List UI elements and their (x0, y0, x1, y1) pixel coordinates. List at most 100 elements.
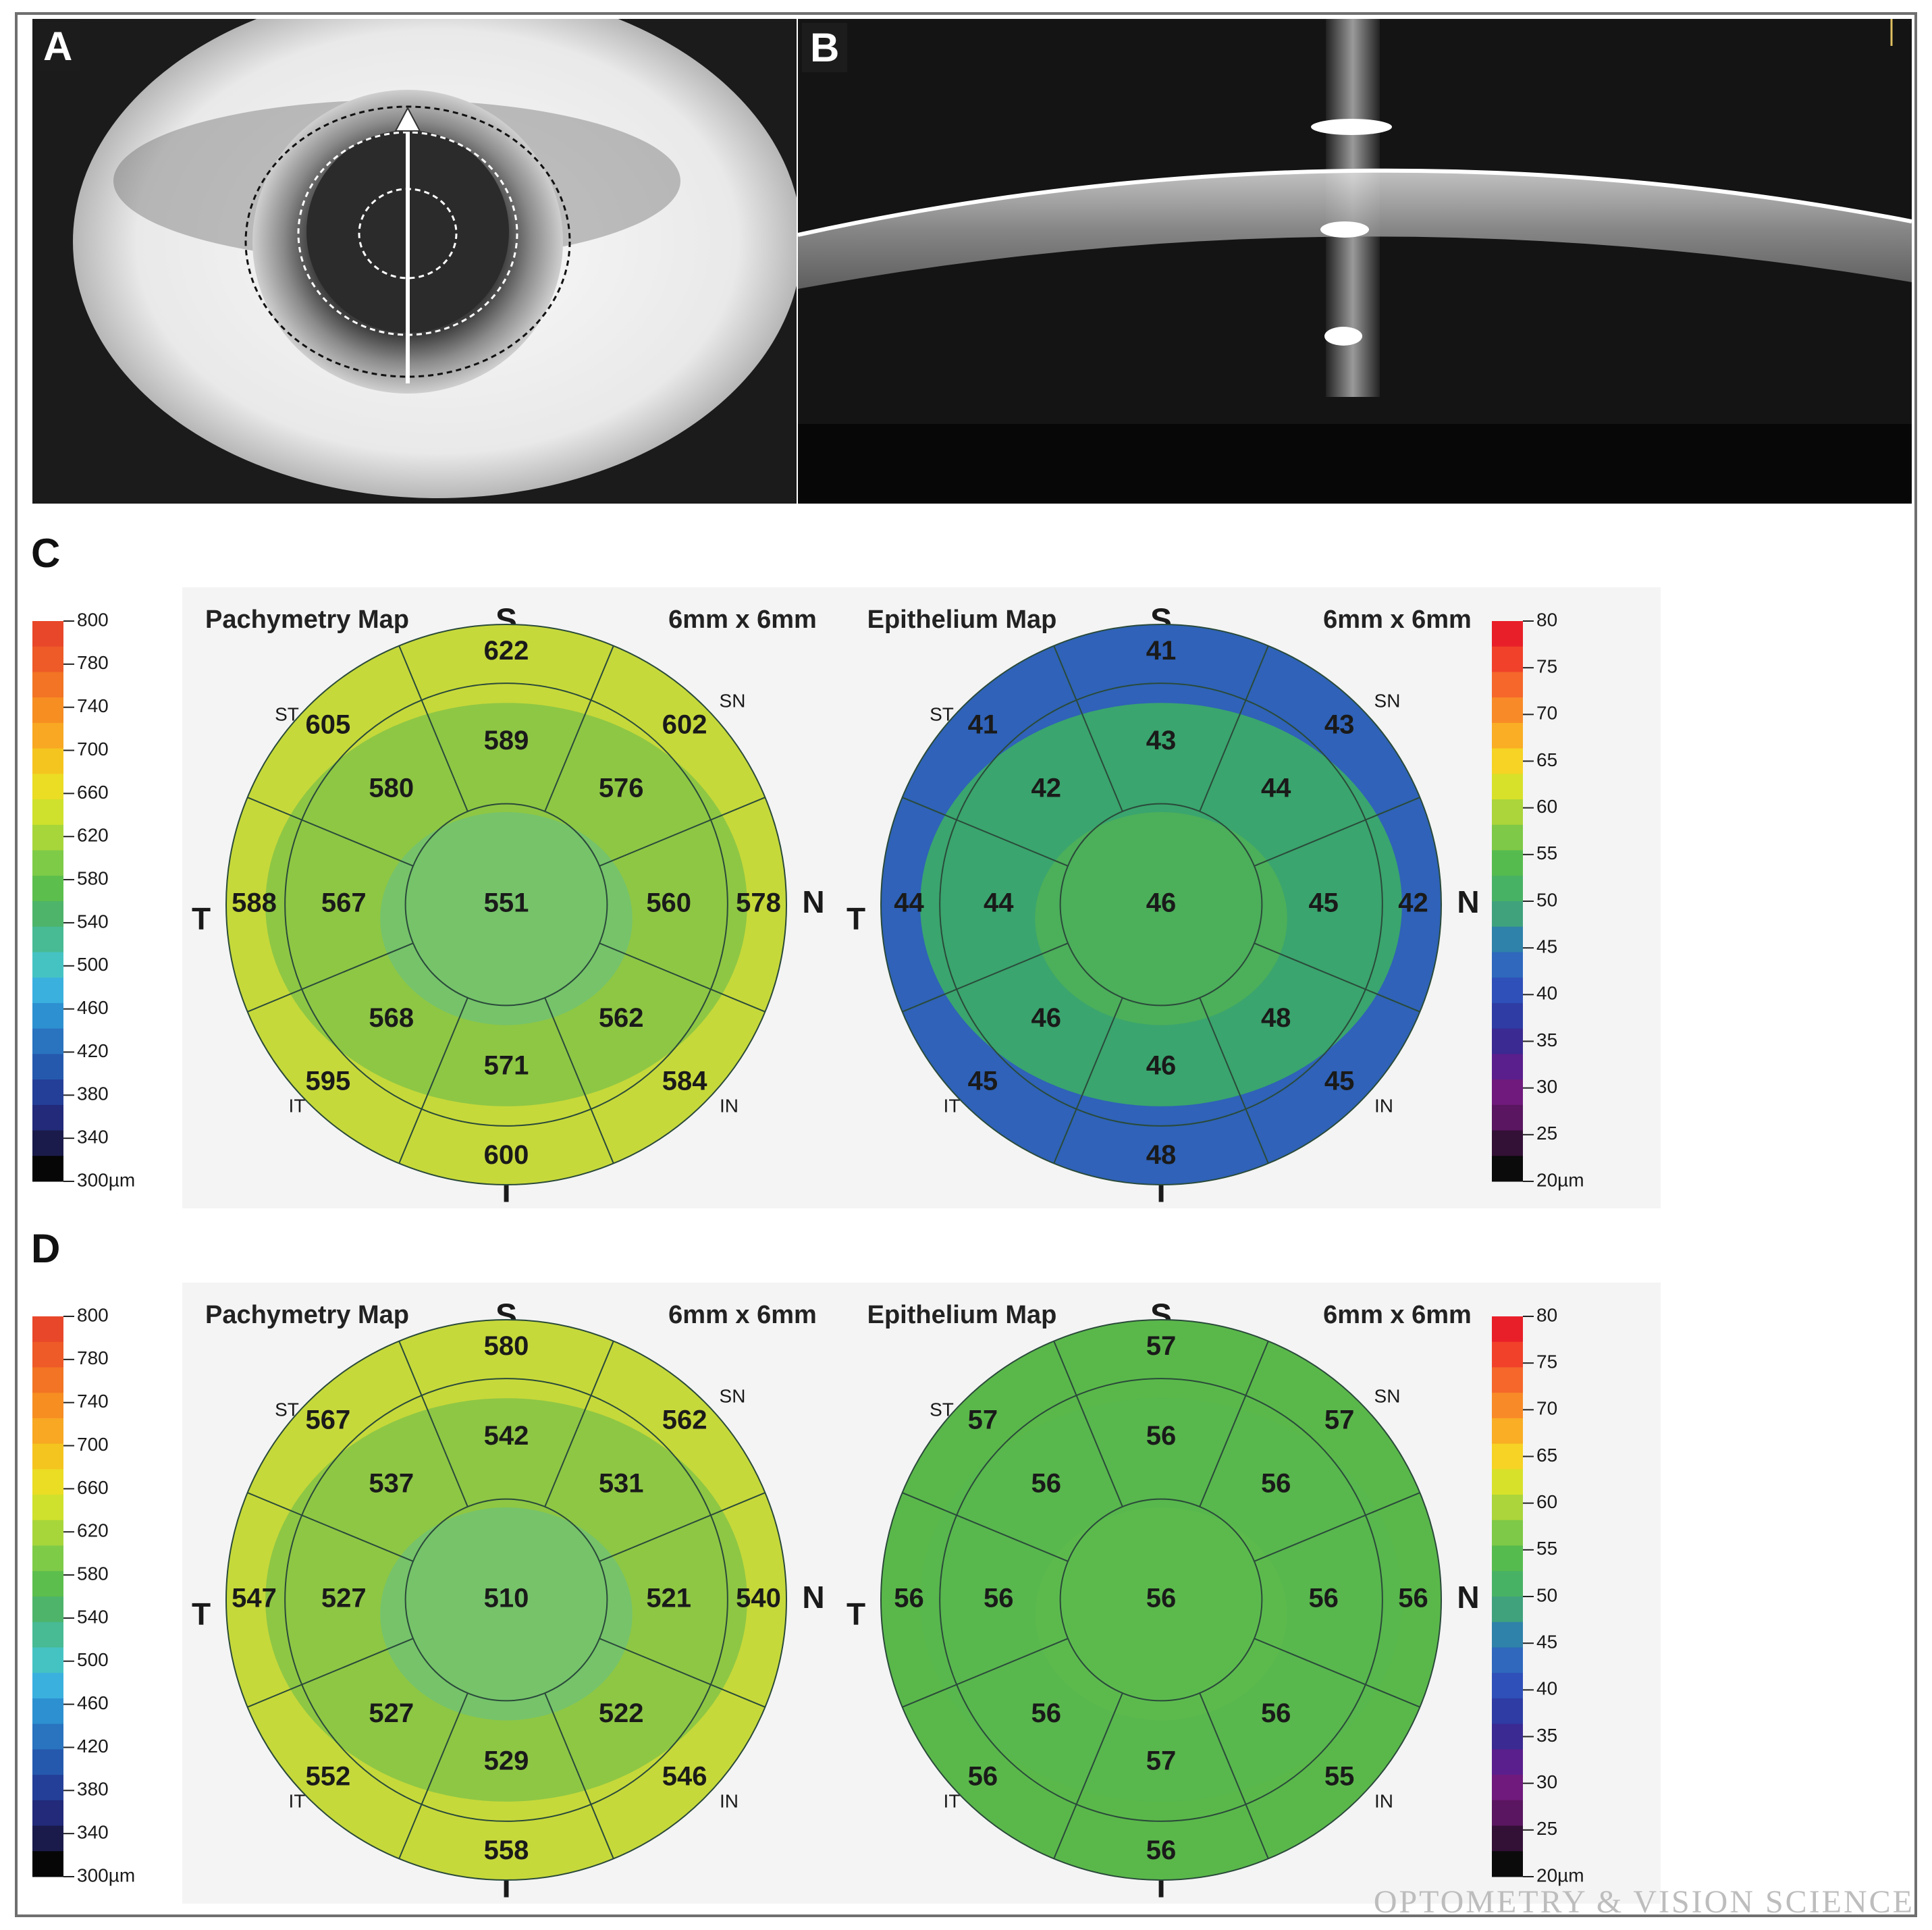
colorbar-swatch (32, 850, 63, 876)
value-outer-sector: 41 (1146, 636, 1177, 666)
colorbar-tick-label: 420 (77, 1736, 109, 1757)
colorbar-tick-label: 660 (77, 1477, 109, 1498)
orient-temporal: T (192, 901, 211, 936)
colorbar-swatch (1492, 646, 1523, 672)
value-outer-sector: 595 (306, 1067, 351, 1096)
colorbar-swatch (1492, 1156, 1523, 1182)
value-outer-sector: 56 (894, 1584, 924, 1613)
value-mid-sector: 527 (369, 1698, 414, 1728)
value-mid-sector: 45 (1308, 888, 1339, 918)
colorbar-swatch (1492, 621, 1523, 647)
colorbar-swatch (1492, 1749, 1523, 1775)
value-outer-sector: 562 (662, 1405, 707, 1435)
colorbar-tick-label: 500 (77, 954, 109, 975)
value-outer-sector: 540 (736, 1584, 781, 1613)
value-mid-sector: 571 (484, 1050, 529, 1080)
colorbar-swatch (1492, 1469, 1523, 1495)
sector-divider (599, 1492, 766, 1562)
sector-divider (247, 797, 414, 867)
colorbar-swatch (1492, 1775, 1523, 1801)
value-mid-sector: 527 (321, 1584, 367, 1613)
colorbar-tick-label: 60 (1536, 796, 1557, 817)
colorbar-tick-label: 500 (77, 1649, 109, 1670)
colorbar-tick-label: 65 (1536, 749, 1557, 770)
colorbar-tick-label: 35 (1536, 1725, 1557, 1746)
value-outer-sector: 588 (232, 888, 277, 918)
epithelium-colorbar: 80 75 70 65 60 55 50 45 40 35 30 25 20µm (1492, 1304, 1584, 1885)
value-mid-sector: 46 (1031, 1003, 1062, 1033)
colorbar-tick-label: 45 (1536, 1632, 1557, 1653)
sector-divider (398, 1692, 468, 1859)
value-outer-sector: 42 (1398, 888, 1428, 918)
colorbar-swatch (32, 1775, 63, 1801)
epithelium-colorbar: 80 75 70 65 60 55 50 45 40 35 30 25 20µm (1492, 609, 1584, 1190)
colorbar-swatch (1492, 1545, 1523, 1572)
value-outer-sector: 57 (1324, 1405, 1355, 1435)
colorbar-swatch (1492, 697, 1523, 724)
value-mid-sector: 56 (1261, 1698, 1291, 1728)
colorbar-swatch (1492, 1054, 1523, 1080)
orient-sn: SN (720, 690, 746, 711)
colorbar-swatch (1492, 1698, 1523, 1725)
value-outer-sector: 41 (968, 709, 998, 739)
colorbar-swatch (32, 977, 63, 1004)
value-outer-sector: 56 (1146, 1835, 1177, 1865)
sector-divider (1199, 645, 1269, 812)
colorbar-swatch (1492, 1079, 1523, 1106)
colorbar-swatch (1492, 1621, 1523, 1648)
orient-in: IN (1374, 1095, 1393, 1116)
colorbar-swatch (1492, 850, 1523, 876)
colorbar-swatch (1492, 1647, 1523, 1673)
colorbar-tick-label: 740 (77, 1391, 109, 1412)
sector-divider (1053, 997, 1123, 1164)
ring-outer (225, 624, 787, 1185)
colorbar-swatch (1492, 1002, 1523, 1029)
colorbar-tick-label: 20µm (1536, 1169, 1584, 1190)
colorbar-swatch (32, 1545, 63, 1572)
sector-divider (398, 645, 468, 812)
ring-2mm (1059, 1498, 1263, 1702)
sector-divider (247, 1492, 414, 1562)
colorbar-swatch (32, 1749, 63, 1775)
colorbar-tick-label: 50 (1536, 1584, 1557, 1605)
colorbar-swatch (32, 1079, 63, 1106)
map-zone-center (1035, 1507, 1287, 1721)
value-outer-sector: 600 (484, 1140, 529, 1170)
colorbar-swatch (32, 1002, 63, 1029)
colorbar-swatch (1492, 1495, 1523, 1521)
value-outer-sector: 45 (968, 1067, 998, 1096)
value-mid-sector: 56 (1261, 1468, 1291, 1498)
colorbar-swatch (1492, 1597, 1523, 1623)
colorbar-swatch (32, 1520, 63, 1547)
ring-5mm (939, 1378, 1383, 1822)
colorbar-swatch (32, 876, 63, 902)
value-outer-sector: 584 (662, 1067, 707, 1096)
value-mid-sector: 562 (599, 1003, 644, 1033)
colorbar-swatch (32, 799, 63, 826)
eye-photo (32, 19, 797, 504)
value-mid-sector: 542 (484, 1421, 529, 1451)
sector-divider (1053, 1692, 1123, 1859)
colorbar-swatch (32, 646, 63, 672)
colorbar-tick-label: 75 (1536, 1351, 1557, 1372)
colorbar-swatch (1492, 977, 1523, 1004)
sector-divider (1254, 1638, 1420, 1708)
value-outer-sector: 567 (306, 1405, 351, 1435)
sector-divider (1254, 942, 1420, 1013)
panel-a: A (32, 19, 797, 504)
orient-it: IT (944, 1095, 961, 1116)
value-mid-sector: 56 (1146, 1421, 1177, 1451)
map-size-label: 6mm x 6mm (668, 606, 817, 634)
orient-it: IT (944, 1790, 961, 1811)
orient-temporal: T (847, 901, 865, 936)
value-mid-sector: 580 (369, 773, 414, 803)
colorbar-swatch (32, 1673, 63, 1699)
journal-watermark: OPTOMETRY & VISION SCIENCE (1373, 1884, 1914, 1920)
colorbar-tick-label: 30 (1536, 1771, 1557, 1792)
pachymetry-colorbar: 800 780 740 700 660 620 580 540 500 460 420 380 340 3… (32, 1304, 135, 1885)
sector-divider (247, 942, 414, 1013)
colorbar-tick-label: 340 (77, 1127, 109, 1148)
value-mid-sector: 57 (1146, 1746, 1177, 1775)
value-outer-sector: 580 (484, 1331, 529, 1361)
